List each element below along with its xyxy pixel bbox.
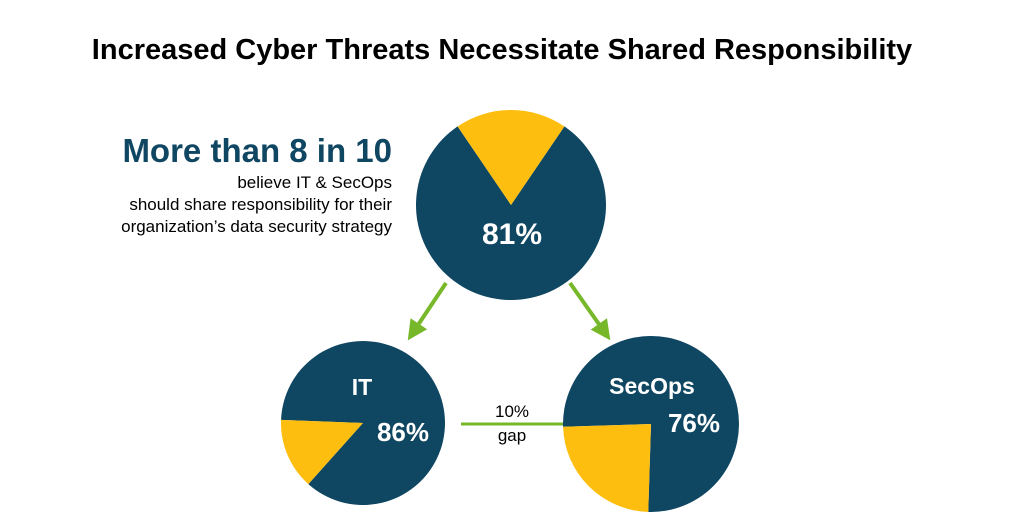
arrow-to-it	[407, 281, 448, 341]
pie-it-name-label: IT	[352, 374, 372, 400]
gap-label-value: 10%	[495, 402, 529, 421]
pie-it-value-label: 86%	[377, 417, 429, 447]
callout-line-3: organization’s data security strategy	[121, 217, 392, 236]
callout-line-2: should share responsibility for their	[129, 195, 392, 214]
callout: More than 8 in 10 believe IT & SecOps sh…	[20, 132, 392, 238]
pie-overall-value-label: 81%	[482, 218, 542, 251]
page-title: Increased Cyber Threats Necessitate Shar…	[91, 34, 913, 66]
pie-secops-slice-minor	[563, 424, 651, 512]
callout-headline: More than 8 in 10	[122, 132, 392, 169]
pie-it: IT 86%	[280, 341, 445, 506]
pie-secops-name-label: SecOps	[609, 373, 695, 399]
gap-label-word: gap	[498, 426, 526, 445]
pie-overall: 81%	[416, 110, 607, 301]
callout-line-1: believe IT & SecOps	[237, 173, 392, 192]
pie-it-slice-minor	[280, 419, 363, 485]
pie-secops: SecOps 76%	[562, 336, 739, 513]
callout-description: believe IT & SecOps should share respons…	[20, 172, 392, 238]
pie-overall-slice-major	[416, 126, 607, 301]
pie-secops-slice-major	[562, 336, 739, 513]
pie-it-slice-major	[281, 341, 445, 506]
arrow-to-secops	[568, 281, 611, 341]
pie-secops-value-label: 76%	[668, 408, 720, 438]
pie-overall-slice-minor	[457, 110, 565, 205]
